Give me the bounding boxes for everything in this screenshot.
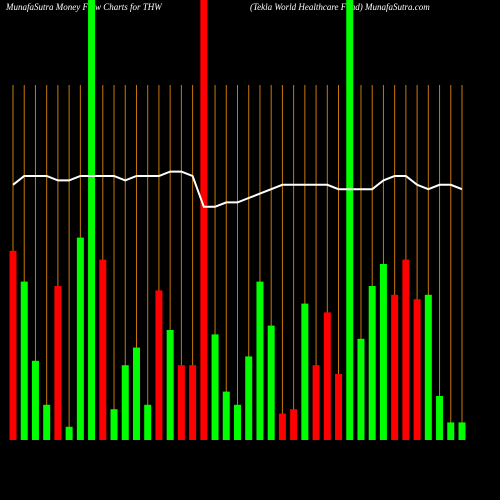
- bar: [413, 299, 421, 440]
- bar: [323, 312, 331, 440]
- bar: [368, 286, 376, 440]
- bar: [424, 294, 432, 440]
- bar: [436, 396, 444, 440]
- bar: [20, 281, 28, 440]
- bar: [121, 365, 129, 440]
- bar: [189, 365, 197, 440]
- money-flow-line: [12, 170, 463, 208]
- bar: [346, 0, 354, 440]
- bar: [267, 325, 275, 440]
- bar: [177, 365, 185, 440]
- bar: [9, 250, 17, 440]
- bar: [99, 259, 107, 440]
- bar: [88, 0, 96, 440]
- bar: [312, 365, 320, 440]
- bar: [155, 290, 163, 440]
- chart-title: MunafaSutra Money Flow Charts for THW: [5, 2, 163, 12]
- bar: [43, 404, 51, 440]
- bar: [278, 413, 286, 440]
- bar: [357, 338, 365, 440]
- bar: [31, 360, 39, 440]
- bar: [234, 404, 241, 440]
- bar: [132, 347, 140, 440]
- bar: [166, 330, 174, 440]
- bar: [301, 303, 309, 440]
- bar: [256, 281, 264, 440]
- bar: [245, 356, 253, 440]
- bar: [110, 409, 118, 440]
- bar: [447, 422, 455, 440]
- bar: [335, 374, 343, 440]
- bar: [65, 426, 73, 440]
- bar: [211, 334, 219, 440]
- bar: [54, 286, 62, 440]
- bar: [391, 294, 399, 440]
- bar: [76, 237, 84, 440]
- bar: [290, 409, 298, 440]
- bar: [458, 422, 466, 440]
- bar: [379, 264, 387, 440]
- bar: [144, 404, 152, 440]
- bar: [222, 391, 230, 440]
- chart-subtitle: (Tekla World Healthcare Fund) MunafaSutr…: [250, 2, 430, 12]
- bar: [200, 0, 208, 440]
- bar: [402, 259, 410, 440]
